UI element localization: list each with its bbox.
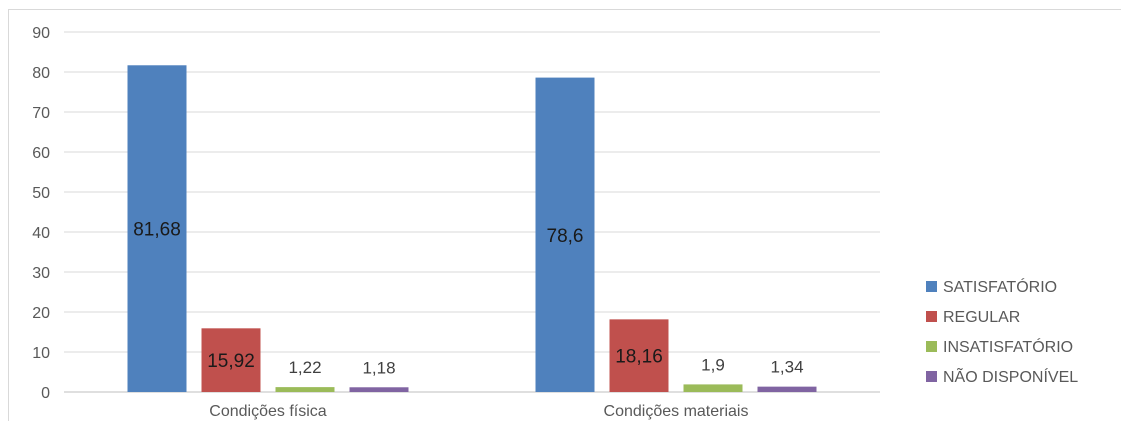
bar-3-0 bbox=[349, 387, 409, 392]
y-tick-label: 60 bbox=[32, 145, 50, 162]
y-tick-label: 80 bbox=[32, 65, 50, 82]
category-label: Condições materiais bbox=[604, 403, 749, 420]
data-label: 1,22 bbox=[288, 358, 321, 377]
data-label: 1,9 bbox=[701, 355, 725, 374]
y-tick-label: 90 bbox=[32, 25, 50, 42]
chart-frame bbox=[8, 9, 1121, 421]
data-label: 81,68 bbox=[133, 220, 181, 241]
legend-label: SATISFATÓRIO bbox=[943, 277, 1057, 296]
legend-swatch-0 bbox=[926, 281, 937, 292]
data-label: 18,16 bbox=[615, 347, 663, 368]
legend-label: INSATISFATÓRIO bbox=[943, 337, 1073, 356]
bar-3-1 bbox=[757, 386, 817, 392]
data-label: 1,34 bbox=[770, 358, 803, 377]
y-tick-label: 10 bbox=[32, 345, 50, 362]
legend-label: REGULAR bbox=[943, 309, 1020, 326]
bar-2-1 bbox=[683, 384, 743, 392]
bar-2-0 bbox=[275, 387, 335, 392]
legend-label: NÃO DISPONÍVEL bbox=[943, 366, 1078, 386]
y-tick-label: 40 bbox=[32, 225, 50, 242]
y-tick-label: 0 bbox=[41, 385, 50, 402]
bar-0-0 bbox=[127, 65, 187, 392]
legend-swatch-1 bbox=[926, 311, 937, 322]
y-tick-label: 20 bbox=[32, 305, 50, 322]
data-label: 15,92 bbox=[207, 351, 255, 372]
legend-swatch-3 bbox=[926, 371, 937, 382]
data-label: 78,6 bbox=[547, 226, 584, 247]
bar-1-1 bbox=[609, 319, 669, 392]
bar-0-1 bbox=[535, 77, 595, 392]
data-label: 1,18 bbox=[362, 358, 395, 377]
category-label: Condições física bbox=[209, 403, 326, 420]
bar-1-0 bbox=[201, 328, 261, 392]
y-tick-label: 30 bbox=[32, 265, 50, 282]
y-tick-label: 70 bbox=[32, 105, 50, 122]
y-tick-label: 50 bbox=[32, 185, 50, 202]
legend-swatch-2 bbox=[926, 341, 937, 352]
